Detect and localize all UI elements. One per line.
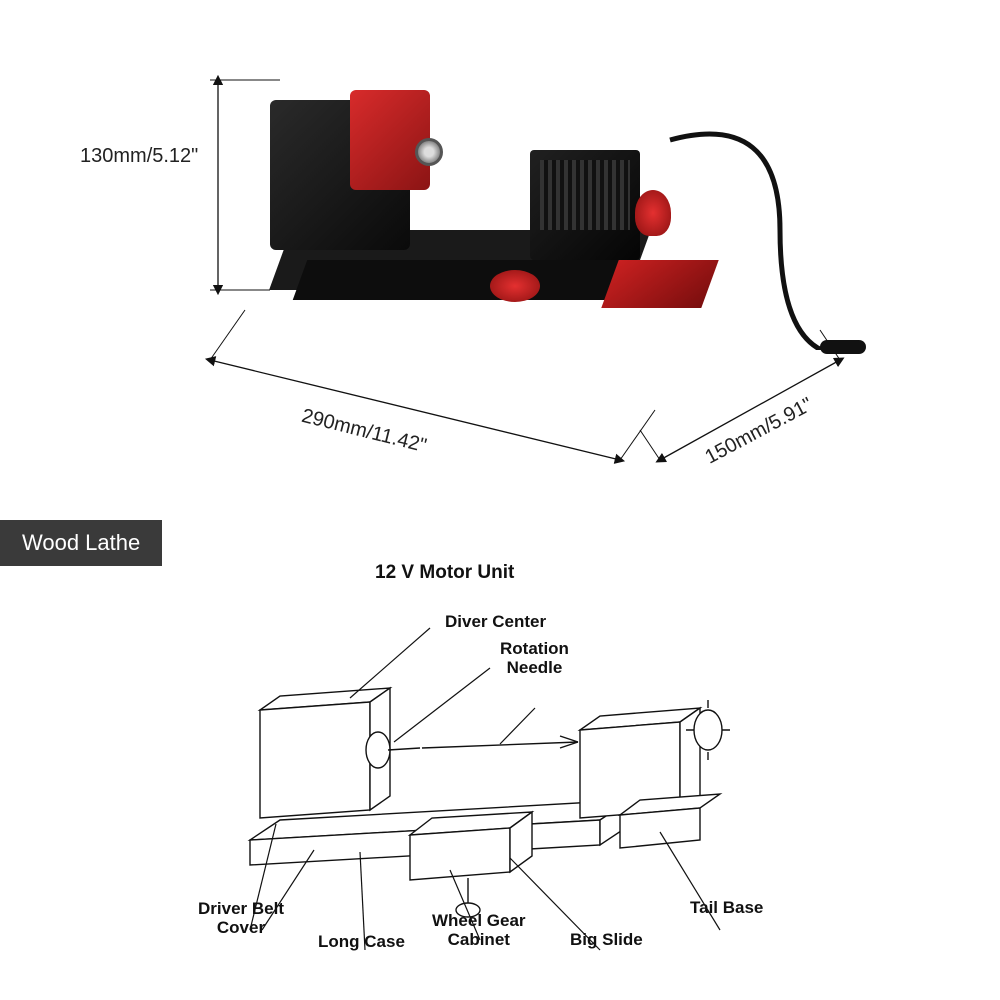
- headstock-red-cover: [350, 90, 430, 190]
- motor-voltage: V: [401, 562, 414, 583]
- callout-rotation-needle: RotationNeedle: [500, 640, 569, 677]
- product-illustration: [230, 60, 750, 340]
- motor-suffix: Motor Unit: [414, 562, 514, 583]
- parts-diagram-panel: st ="#111"/>: [0, 560, 1000, 1000]
- callout-motor-unit: 12 V Motor Unit: [375, 562, 514, 584]
- callout-tail-base: Tail Base: [690, 898, 763, 918]
- tailstock-fins: [540, 160, 630, 230]
- motor-prefix: 12: [375, 562, 401, 583]
- slide-knob: [490, 270, 540, 302]
- callout-wheel-gear-cabinet: Wheel GearCabinet: [432, 912, 526, 949]
- callout-long-case: Long Case: [318, 932, 405, 952]
- power-cable: [660, 120, 860, 350]
- dc-plug-icon: [820, 340, 866, 354]
- dimension-width-label: 290mm/11.42": [299, 405, 429, 458]
- lathe-red-plate: [601, 260, 718, 308]
- callout-diver-center: Diver Center: [445, 612, 546, 632]
- product-dimensions-panel: 130mm/5.12" 290mm/11.42" 150mm/5.91": [0, 0, 1000, 500]
- chuck-icon: [415, 138, 443, 166]
- tailstock-knob: [635, 190, 671, 236]
- dimension-depth-label: 150mm/5.91": [702, 394, 817, 470]
- callout-driver-belt-cover: Driver BeltCover: [198, 900, 284, 937]
- callout-big-slide: Big Slide: [570, 930, 643, 950]
- dimension-height-label: 130mm/5.12": [80, 145, 198, 168]
